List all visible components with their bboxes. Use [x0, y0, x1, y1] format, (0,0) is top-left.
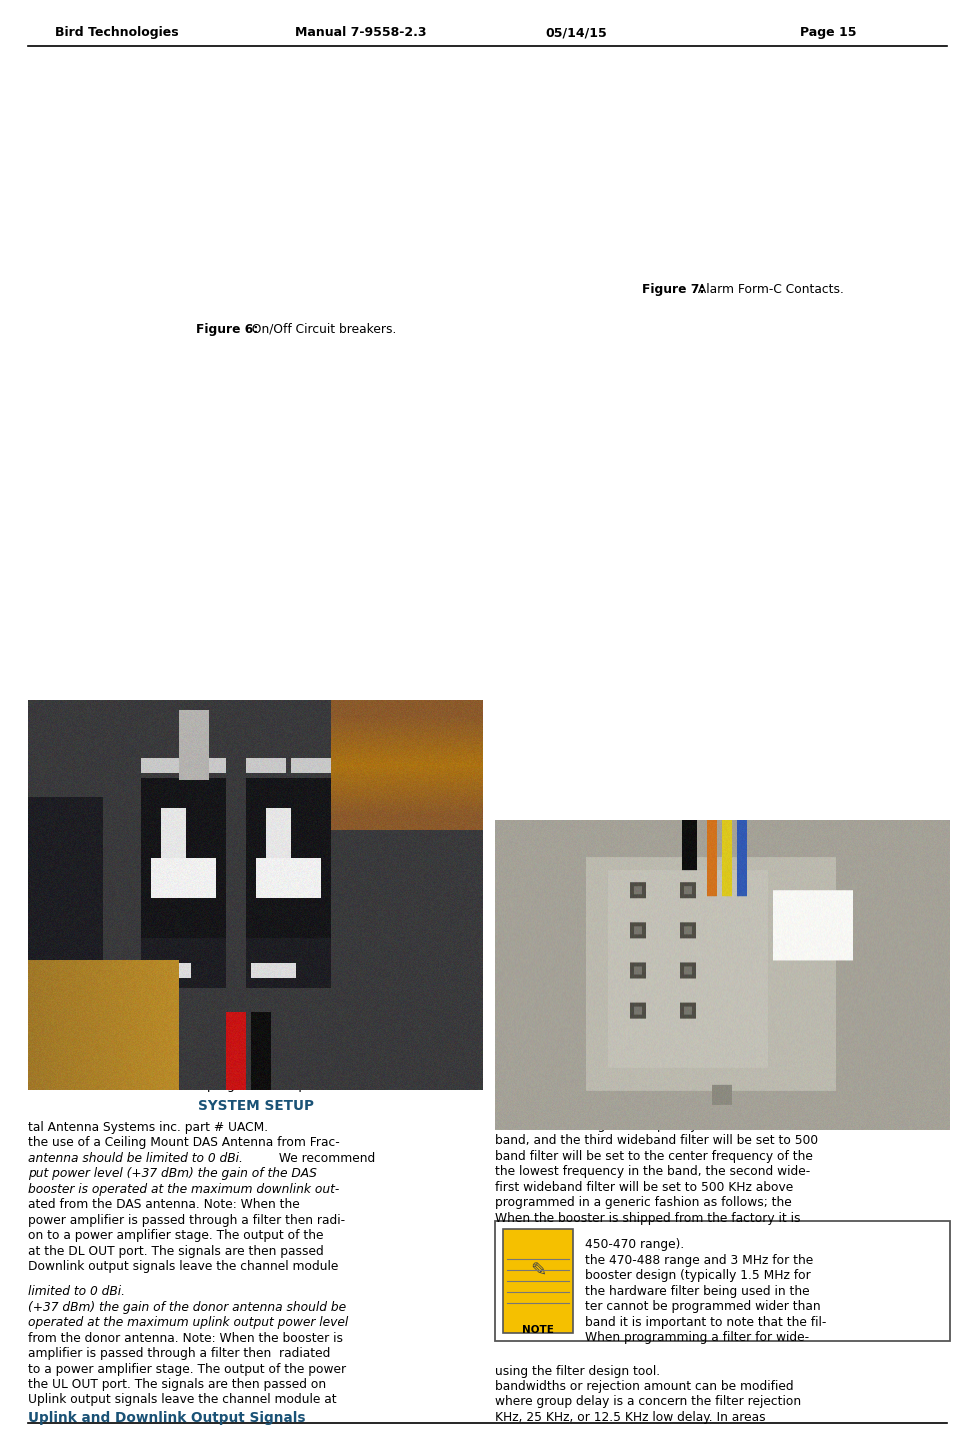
- Text: on to a power amplifier stage. The output of the: on to a power amplifier stage. The outpu…: [28, 1229, 324, 1242]
- Text: the hardware filter being used in the: the hardware filter being used in the: [585, 1285, 809, 1298]
- Text: Alarm Form-C Contacts.: Alarm Form-C Contacts.: [694, 283, 844, 296]
- Text: KHz, 25 KHz, or 12.5 KHz low delay. In areas: KHz, 25 KHz, or 12.5 KHz low delay. In a…: [495, 1411, 765, 1424]
- Text: the 470-488 range and 3 MHz for the: the 470-488 range and 3 MHz for the: [585, 1254, 813, 1266]
- Text: the lowest frequency in the band, the second wide-: the lowest frequency in the band, the se…: [495, 1165, 810, 1179]
- Text: On/Off Circuit breakers.: On/Off Circuit breakers.: [248, 323, 396, 336]
- Text: booster design (typically 1.5 MHz for: booster design (typically 1.5 MHz for: [585, 1269, 811, 1282]
- Text: 05/14/15: 05/14/15: [545, 26, 606, 39]
- Text: the UL OUT port. The signals are then passed on: the UL OUT port. The signals are then pa…: [28, 1378, 326, 1391]
- Text: MHz wide occupied bandwidth as long as operat-: MHz wide occupied bandwidth as long as o…: [28, 1065, 329, 1078]
- Text: system was configured for input power), then turn-: system was configured for input power), …: [495, 969, 808, 982]
- Text: (+37 dBm) the gain of the donor antenna should be: (+37 dBm) the gain of the donor antenna …: [28, 1301, 346, 1314]
- Text: to a power amplifier stage. The output of the power: to a power amplifier stage. The output o…: [28, 1362, 346, 1375]
- Text: sales representative at Bird Technologies.: sales representative at Bird Technologie…: [495, 1042, 751, 1055]
- Text: 450-470 range).: 450-470 range).: [585, 1238, 684, 1251]
- Text: Uplink output signals leave the channel module at: Uplink output signals leave the channel …: [28, 1394, 336, 1407]
- Text: Downlink output signals leave the channel module: Downlink output signals leave the channe…: [28, 1261, 338, 1274]
- Text: ter cannot be programmed wider than: ter cannot be programmed wider than: [585, 1301, 821, 1314]
- Text: Typically the filter bandwidth is usually kept small,: Typically the filter bandwidth is usuall…: [28, 1010, 337, 1023]
- Text: first wideband filter will be set to 500 KHz above: first wideband filter will be set to 500…: [495, 1181, 794, 1193]
- Text: ated from the DAS antenna. Note: When the: ated from the DAS antenna. Note: When th…: [28, 1198, 299, 1211]
- Text: programming your frequencies please contact your: programming your frequencies please cont…: [495, 1058, 810, 1070]
- Text: ing the circuit breakers inside the cabinet to the ON: ing the circuit breakers inside the cabi…: [495, 953, 813, 967]
- Text: ters. Changes to this initial setup are the cus-: ters. Changes to this initial setup are …: [495, 1088, 774, 1100]
- Text: KHz below the highest frequency in the band. All of: KHz below the highest frequency in the b…: [495, 1119, 809, 1132]
- Text: ✎: ✎: [529, 1261, 546, 1281]
- Text: bandwidths or rejection amount can be modified: bandwidths or rejection amount can be mo…: [495, 1379, 794, 1392]
- Text: tal Antenna Systems inc. part # UACM.: tal Antenna Systems inc. part # UACM.: [28, 1120, 268, 1133]
- Text: SYSTEM SETUP: SYSTEM SETUP: [198, 1099, 313, 1113]
- Text: Power is applied to the digital booster by plugging: Power is applied to the digital booster …: [495, 1000, 803, 1013]
- Text: Figure 6: Figure 6: [652, 923, 709, 936]
- Text: where group delay is a concern the filter rejection: where group delay is a concern the filte…: [495, 1395, 801, 1408]
- FancyBboxPatch shape: [495, 1221, 950, 1341]
- Text: NOTE: NOTE: [522, 1325, 554, 1335]
- Text: .: .: [709, 923, 713, 936]
- Text: using the filter design tool.: using the filter design tool.: [495, 1365, 660, 1378]
- Text: amplifier is passed through a filter then  radiated: amplifier is passed through a filter the…: [28, 1347, 331, 1359]
- Text: Page 15: Page 15: [800, 26, 856, 39]
- Text: tomer's responsibility. If you need help with: tomer's responsibility. If you need help…: [495, 1072, 762, 1086]
- Text: such as one of the predefined bandwidths of 12.5: such as one of the predefined bandwidths…: [28, 995, 332, 1007]
- Text: limited to 0 dBi.: limited to 0 dBi.: [28, 1285, 125, 1298]
- Text: When the booster is shipped from the factory it is: When the booster is shipped from the fac…: [495, 1212, 800, 1225]
- Text: these filters will be set up as 12.5 KHz low delay fil-: these filters will be set up as 12.5 KHz…: [495, 1103, 811, 1116]
- Text: We recommend: We recommend: [275, 1152, 375, 1165]
- Text: band filter will be set to the center frequency of the: band filter will be set to the center fr…: [495, 1151, 813, 1163]
- Text: The filter bandwidths can be programmed up to 3: The filter bandwidths can be programmed …: [28, 1079, 334, 1092]
- Text: booster is operated at the maximum downlink out-: booster is operated at the maximum downl…: [28, 1182, 339, 1196]
- Text: position. The breakers are ganged so they function: position. The breakers are ganged so the…: [495, 939, 808, 952]
- Text: pied filter bandwidth is limited to 75 KHz.: pied filter bandwidth is limited to 75 K…: [28, 1033, 282, 1046]
- FancyBboxPatch shape: [503, 1229, 573, 1334]
- Text: OPERATION: OPERATION: [679, 1020, 766, 1033]
- Text: When programming a filter for wide-: When programming a filter for wide-: [585, 1331, 809, 1344]
- Text: Figure 6:: Figure 6:: [196, 323, 257, 336]
- Text: programmed in a generic fashion as follows; the: programmed in a generic fashion as follo…: [495, 1196, 792, 1209]
- Text: operated at the maximum uplink output power level: operated at the maximum uplink output po…: [28, 1317, 348, 1329]
- Text: the use of a Ceiling Mount DAS Antenna from Frac-: the use of a Ceiling Mount DAS Antenna f…: [28, 1136, 339, 1149]
- Text: Uplink and Downlink Output Signals: Uplink and Downlink Output Signals: [28, 1411, 305, 1425]
- Text: Manual 7-9558-2.3: Manual 7-9558-2.3: [295, 26, 426, 39]
- Text: at the DL OUT port. The signals are then passed: at the DL OUT port. The signals are then…: [28, 1245, 324, 1258]
- Text: put power level (+37 dBm) the gain of the DAS: put power level (+37 dBm) the gain of th…: [28, 1168, 317, 1181]
- Text: antenna should be limited to 0 dBi.: antenna should be limited to 0 dBi.: [28, 1152, 243, 1165]
- Text: power amplifier is passed through a filter then radi-: power amplifier is passed through a filt…: [28, 1213, 345, 1226]
- Text: Figure 7:: Figure 7:: [643, 283, 705, 296]
- Text: Bird Technologies: Bird Technologies: [55, 26, 178, 39]
- Text: band it is important to note that the fil-: band it is important to note that the fi…: [585, 1315, 827, 1329]
- Text: in the AC or DC power cord (depending on how the: in the AC or DC power cord (depending on…: [495, 985, 807, 997]
- Text: band, and the third wideband filter will be set to 500: band, and the third wideband filter will…: [495, 1135, 818, 1148]
- Text: from the donor antenna. Note: When the booster is: from the donor antenna. Note: When the b…: [28, 1331, 343, 1345]
- Text: as a 2-pole switch, see: as a 2-pole switch, see: [495, 923, 639, 936]
- Text: ing in Class B mode. If in Class A mode the occu-: ing in Class B mode. If in Class A mode …: [28, 1049, 329, 1062]
